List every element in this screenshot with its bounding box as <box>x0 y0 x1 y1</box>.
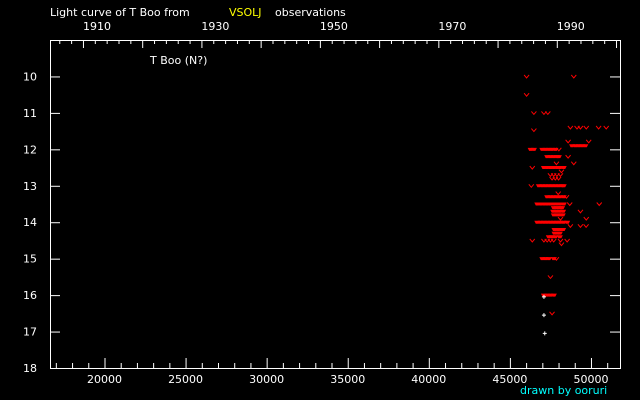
fainter-than-point <box>553 161 560 166</box>
x-tick-label: 40000 <box>411 373 446 386</box>
fainter-than-point <box>603 125 610 130</box>
fainter-than-point <box>566 202 573 207</box>
fainter-than-point <box>555 191 562 196</box>
observation-point <box>555 155 562 159</box>
fainter-than-point <box>577 224 584 229</box>
observation-point <box>564 220 571 224</box>
fainter-than-point <box>567 224 574 229</box>
x-tick-label: 20000 <box>87 373 122 386</box>
observation-point <box>560 166 567 170</box>
fainter-than-point <box>557 238 564 243</box>
fainter-than-point <box>558 242 565 247</box>
x-tick-label: 35000 <box>330 373 365 386</box>
fainter-than-point <box>585 139 592 144</box>
y-tick-label: 13 <box>23 180 37 193</box>
fainter-than-point <box>531 128 537 133</box>
fainter-than-point <box>547 275 554 280</box>
observation-point <box>582 144 589 148</box>
x-tick-label: 45000 <box>492 373 527 386</box>
year-tick-label: 1910 <box>83 20 111 33</box>
observation-point <box>560 202 567 206</box>
fainter-than-point <box>557 173 564 178</box>
fainter-than-point <box>558 169 565 174</box>
fainter-than-point <box>531 111 537 116</box>
fainter-than-point <box>583 216 590 221</box>
observation-point <box>550 293 557 297</box>
fainter-than-point <box>570 74 577 79</box>
fainter-than-point <box>577 209 584 214</box>
y-tick-label: 12 <box>23 143 37 156</box>
observation-point <box>545 257 552 261</box>
y-tick-label: 18 <box>23 362 37 375</box>
y-tick-label: 17 <box>23 326 37 339</box>
fainter-than-point <box>553 256 560 261</box>
fainter-than-point <box>555 176 562 181</box>
fainter-than-point <box>555 147 562 152</box>
fainter-than-point <box>564 238 571 243</box>
year-tick-label: 1930 <box>201 20 229 33</box>
plus-point <box>541 294 546 299</box>
fainter-than-point <box>596 202 603 207</box>
y-tick-label: 15 <box>23 253 37 266</box>
fainter-than-point <box>544 111 551 116</box>
fainter-than-point <box>595 125 602 130</box>
fainter-than-point <box>577 125 584 130</box>
plus-point <box>542 331 547 336</box>
fainter-than-point <box>563 194 570 199</box>
observation-point <box>560 209 567 213</box>
plot-frame <box>50 40 621 369</box>
credit-label: drawn by ooruri <box>520 384 607 397</box>
observation-point <box>559 213 566 217</box>
observation-point <box>556 231 563 235</box>
fainter-than-point <box>528 183 535 189</box>
observation-point <box>560 228 567 232</box>
y-tick-label: 16 <box>23 289 37 302</box>
year-tick-label: 1990 <box>557 20 585 33</box>
fainter-than-point <box>565 139 571 144</box>
fainter-than-point <box>529 238 536 243</box>
chart-title-source: VSOLJ <box>229 6 262 19</box>
observation-point <box>560 184 567 188</box>
fainter-than-point <box>529 165 536 170</box>
fainter-than-point <box>523 74 530 79</box>
x-tick-label: 50000 <box>573 373 608 386</box>
fainter-than-point <box>557 216 564 221</box>
fainter-than-point <box>570 161 577 166</box>
fainter-than-point <box>583 224 589 229</box>
fainter-than-point <box>550 238 557 243</box>
y-tick-label: 14 <box>23 216 37 229</box>
fainter-than-point <box>549 311 555 316</box>
fainter-than-point <box>565 154 571 159</box>
y-tick-label: 10 <box>23 70 37 83</box>
y-tick-label: 11 <box>23 107 37 120</box>
observation-point <box>556 235 563 239</box>
star-label: T Boo (N?) <box>149 54 207 67</box>
year-tick-label: 1950 <box>320 20 348 33</box>
plus-point <box>541 313 546 318</box>
year-tick-label: 1970 <box>438 20 466 33</box>
fainter-than-point <box>567 125 574 130</box>
x-tick-label: 25000 <box>168 373 203 386</box>
chart-title-prefix: Light curve of T Boo from <box>50 6 190 19</box>
observation-point <box>559 206 566 210</box>
chart-title-suffix: observations <box>275 6 346 19</box>
fainter-than-point <box>523 92 530 97</box>
fainter-than-point <box>583 125 590 130</box>
observation-point <box>552 235 559 239</box>
observation-point <box>530 147 537 151</box>
x-tick-label: 30000 <box>249 373 284 386</box>
